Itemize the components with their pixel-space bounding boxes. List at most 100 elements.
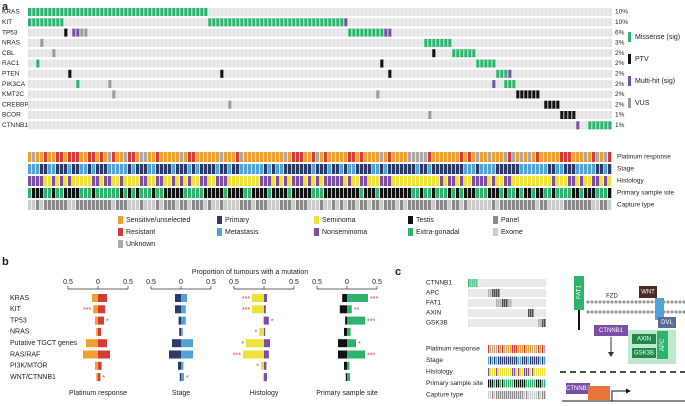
track-cell bbox=[492, 188, 496, 198]
alteration-cell bbox=[36, 59, 40, 68]
bar bbox=[181, 327, 183, 336]
track-cell bbox=[536, 368, 538, 376]
lipid bbox=[626, 310, 630, 314]
track-cell bbox=[536, 188, 540, 198]
alteration-cell bbox=[528, 90, 532, 99]
track-cell bbox=[160, 176, 164, 186]
track-cell bbox=[228, 164, 232, 174]
alteration-cell bbox=[48, 8, 52, 16]
alteration-cell bbox=[192, 8, 196, 16]
alteration-cell bbox=[276, 18, 280, 27]
track-cell bbox=[100, 152, 104, 162]
alteration-cell bbox=[156, 8, 160, 16]
track-cell bbox=[384, 176, 388, 186]
legend-label: VUS bbox=[635, 100, 650, 107]
track-cell bbox=[588, 200, 592, 210]
track-cell bbox=[292, 200, 296, 210]
diagram-label: AXIN bbox=[637, 337, 651, 343]
track-cell bbox=[188, 188, 192, 198]
axis-title: Proportion of tumours with a mutation bbox=[192, 269, 308, 276]
alteration-cell bbox=[108, 8, 112, 16]
track-cell bbox=[544, 379, 546, 388]
track-cell bbox=[472, 164, 476, 174]
alteration-cell bbox=[542, 319, 544, 327]
track-cell bbox=[518, 345, 520, 353]
track-cell bbox=[396, 188, 400, 198]
track-cell bbox=[404, 176, 408, 186]
track-cell bbox=[516, 356, 518, 365]
track-cell bbox=[36, 164, 40, 174]
alteration-cell bbox=[540, 319, 542, 327]
track-cell bbox=[412, 188, 416, 198]
significance: * bbox=[102, 375, 105, 382]
bar bbox=[98, 327, 101, 336]
track-cell bbox=[220, 164, 224, 174]
track-cell bbox=[284, 164, 288, 174]
track-cell bbox=[452, 152, 456, 162]
track-cell bbox=[518, 356, 520, 365]
category-label: KRAS bbox=[10, 295, 29, 302]
alteration-cell bbox=[116, 8, 120, 16]
track-cell bbox=[200, 188, 204, 198]
alteration-cell bbox=[296, 18, 300, 27]
track-cell bbox=[188, 164, 192, 174]
track-cell bbox=[460, 188, 464, 198]
track-cell bbox=[92, 200, 96, 210]
track-cell bbox=[476, 152, 480, 162]
alteration-cell bbox=[128, 8, 132, 16]
track-cell bbox=[348, 188, 352, 198]
diagram-label: DVL bbox=[661, 320, 673, 326]
track-cell bbox=[444, 152, 448, 162]
legend-swatch bbox=[493, 216, 498, 224]
track-cell bbox=[172, 176, 176, 186]
track-cell bbox=[592, 152, 596, 162]
track-cell bbox=[492, 164, 496, 174]
bar bbox=[259, 327, 264, 336]
legend-label: Resistant bbox=[126, 229, 155, 236]
track-cell bbox=[276, 152, 280, 162]
x-tick-label: 0 bbox=[345, 279, 349, 286]
track-cell bbox=[456, 176, 460, 186]
track-cell bbox=[52, 188, 56, 198]
track-cell bbox=[352, 152, 356, 162]
bar bbox=[345, 373, 347, 382]
track-cell bbox=[494, 356, 496, 365]
legend-label: Extra-gonadal bbox=[416, 229, 460, 236]
bar bbox=[92, 294, 98, 302]
track-cell bbox=[508, 391, 510, 399]
track-cell bbox=[512, 164, 516, 174]
track-cell bbox=[444, 164, 448, 174]
track-cell bbox=[376, 176, 380, 186]
track-cell bbox=[316, 176, 320, 186]
track-label: Primary sample site bbox=[617, 190, 674, 197]
alteration-cell bbox=[176, 8, 180, 16]
alteration-cell bbox=[460, 49, 464, 58]
track-cell bbox=[572, 200, 576, 210]
track-cell bbox=[416, 176, 420, 186]
track-cell bbox=[128, 176, 132, 186]
track-cell bbox=[536, 356, 538, 365]
track-cell bbox=[332, 188, 336, 198]
track-cell bbox=[536, 176, 540, 186]
bar bbox=[262, 373, 264, 382]
track-cell bbox=[28, 164, 32, 174]
track-cell bbox=[252, 152, 256, 162]
track-cell bbox=[248, 176, 252, 186]
alteration-cell bbox=[152, 8, 156, 16]
track-cell bbox=[236, 152, 240, 162]
alteration-cell bbox=[48, 18, 52, 27]
track-cell bbox=[396, 200, 400, 210]
track-cell bbox=[268, 152, 272, 162]
alteration-cell bbox=[308, 18, 312, 27]
track-cell bbox=[292, 176, 296, 186]
track-cell bbox=[392, 200, 396, 210]
track-cell bbox=[560, 188, 564, 198]
track-cell bbox=[540, 345, 542, 353]
alteration-cell bbox=[568, 111, 572, 119]
track-cell bbox=[506, 379, 508, 388]
alteration-cell bbox=[280, 18, 284, 27]
track-cell bbox=[84, 176, 88, 186]
track-cell bbox=[376, 164, 380, 174]
track-cell bbox=[384, 200, 388, 210]
alteration-cell bbox=[348, 28, 352, 37]
